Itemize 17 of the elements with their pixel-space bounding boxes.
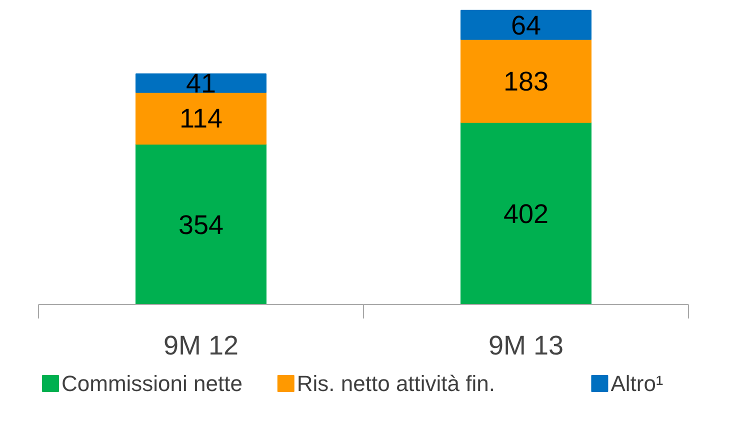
data-label: 183	[503, 66, 549, 96]
data-label: 64	[510, 10, 542, 40]
bar	[136, 144, 266, 304]
legend-label: Ris. netto attività fin.	[296, 371, 495, 396]
bar	[136, 73, 266, 93]
bar	[460, 10, 592, 40]
x-tick-label: 9M 13	[488, 330, 564, 360]
legend-label: Altro¹	[610, 371, 664, 396]
legend-label: Commissioni nette	[62, 371, 242, 396]
data-label: 41	[186, 68, 216, 99]
data-label: 402	[503, 198, 549, 229]
x-tick-label: 9M 12	[163, 330, 239, 360]
data-label: 354	[178, 210, 224, 240]
bar	[460, 38, 592, 123]
bar	[460, 122, 592, 304]
data-label: 114	[179, 104, 223, 134]
bar	[136, 92, 266, 145]
